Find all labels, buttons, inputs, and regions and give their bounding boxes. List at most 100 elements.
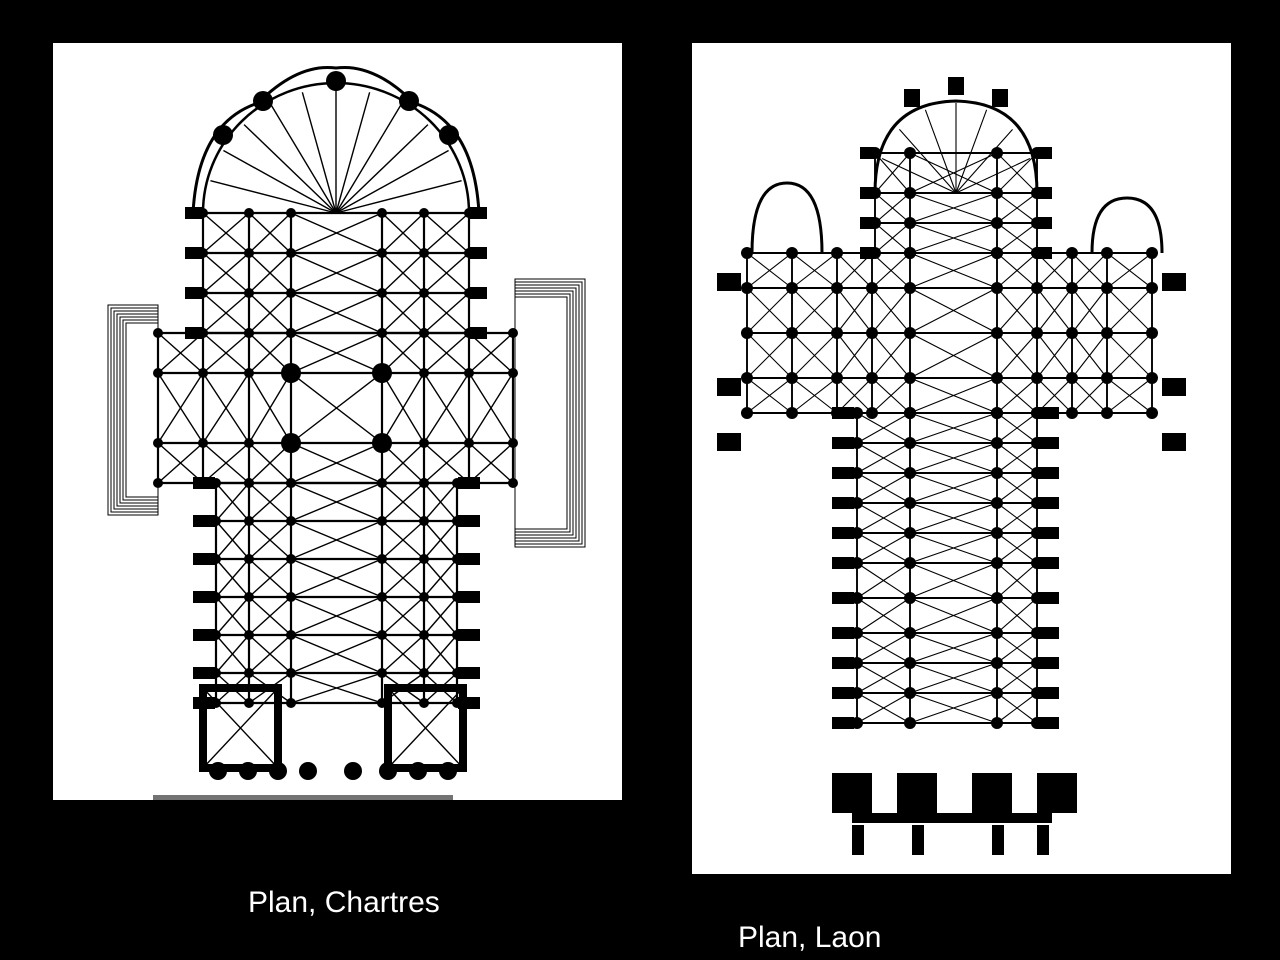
buttress — [860, 217, 874, 229]
pier — [464, 438, 474, 448]
vault-rib — [746, 332, 793, 379]
pier — [244, 208, 254, 218]
pier — [419, 516, 429, 526]
vault-rib — [871, 332, 911, 379]
pier — [866, 372, 878, 384]
chapel-pier — [253, 91, 273, 111]
vault-rib — [996, 332, 1038, 379]
vault-rib — [909, 377, 998, 414]
buttress — [458, 591, 480, 603]
buttress — [1037, 407, 1059, 419]
vault-rib — [423, 520, 458, 560]
vault-rib — [856, 472, 911, 504]
pier — [991, 217, 1003, 229]
pier — [991, 717, 1003, 729]
pier — [741, 327, 753, 339]
pier — [991, 592, 1003, 604]
vault-rib — [215, 596, 250, 636]
apse-rib — [210, 179, 337, 214]
vault-rib — [290, 520, 383, 560]
pier — [377, 328, 387, 338]
porch-step — [125, 322, 159, 498]
vault-rib — [423, 442, 470, 484]
vault-rib — [202, 372, 250, 444]
vault-rib — [996, 442, 1038, 474]
pier — [786, 327, 798, 339]
pier — [786, 247, 798, 259]
vault-rib — [996, 252, 1038, 289]
pier — [286, 698, 296, 708]
vault-rib — [423, 482, 458, 522]
buttress — [832, 557, 854, 569]
pier — [286, 248, 296, 258]
buttress — [904, 89, 920, 107]
pier — [991, 437, 1003, 449]
buttress — [717, 378, 741, 396]
buttress — [185, 247, 203, 259]
chartres-caption: Plan, Chartres — [248, 886, 440, 919]
pier — [991, 327, 1003, 339]
vault-rib — [874, 192, 911, 224]
chapel-pier — [399, 91, 419, 111]
vault-rib — [996, 192, 1038, 224]
vault-rib — [381, 482, 425, 522]
vault-rib — [996, 377, 1038, 414]
buttress — [832, 657, 854, 669]
vault-rib — [996, 152, 1038, 194]
vault-rib — [909, 442, 998, 474]
vault-rib — [423, 372, 470, 444]
vault-rib — [248, 252, 292, 294]
vault-rib — [215, 520, 250, 560]
pier — [786, 282, 798, 294]
vault-rib — [157, 372, 204, 444]
buttress — [832, 592, 854, 604]
pier — [866, 327, 878, 339]
vault-rib — [1071, 252, 1108, 289]
vault-rib — [791, 377, 838, 414]
vault-rib — [290, 292, 383, 334]
vault-rib — [836, 287, 873, 334]
pier — [286, 478, 296, 488]
buttress — [193, 591, 215, 603]
porch-step — [514, 296, 568, 530]
buttress — [185, 287, 203, 299]
pier — [244, 478, 254, 488]
apse-rib — [924, 109, 957, 194]
vault-rib — [290, 558, 383, 598]
buttress — [1037, 437, 1059, 449]
pier — [198, 368, 208, 378]
vault-rib — [290, 332, 383, 374]
buttress — [992, 825, 1004, 855]
laon-plan-drawing — [717, 77, 1186, 855]
pier — [904, 627, 916, 639]
apse-rib — [955, 109, 988, 194]
vault-rib — [856, 412, 911, 444]
vault-rib — [290, 672, 383, 704]
buttress — [1162, 378, 1186, 396]
vault-rib — [423, 332, 470, 374]
buttress — [972, 773, 1012, 813]
buttress — [1038, 187, 1052, 199]
pier — [286, 554, 296, 564]
vault-rib — [381, 558, 425, 598]
west-front-pier — [409, 762, 427, 780]
vault-rib — [856, 597, 911, 634]
vault-rib — [871, 287, 911, 334]
pier — [991, 687, 1003, 699]
buttress — [1038, 217, 1052, 229]
pier — [508, 478, 518, 488]
pier — [508, 368, 518, 378]
vault-rib — [381, 212, 425, 254]
west-front-pier — [299, 762, 317, 780]
vault-rib — [248, 372, 292, 444]
porch-step — [514, 278, 586, 548]
buttress — [193, 515, 215, 527]
pier — [1101, 407, 1113, 419]
buttress — [1162, 433, 1186, 451]
vault-rib — [468, 372, 514, 444]
buttress — [860, 187, 874, 199]
buttress — [1037, 717, 1059, 729]
vault-rib — [856, 662, 911, 694]
vault-rib — [157, 332, 204, 374]
laon-plan-image — [692, 43, 1231, 874]
